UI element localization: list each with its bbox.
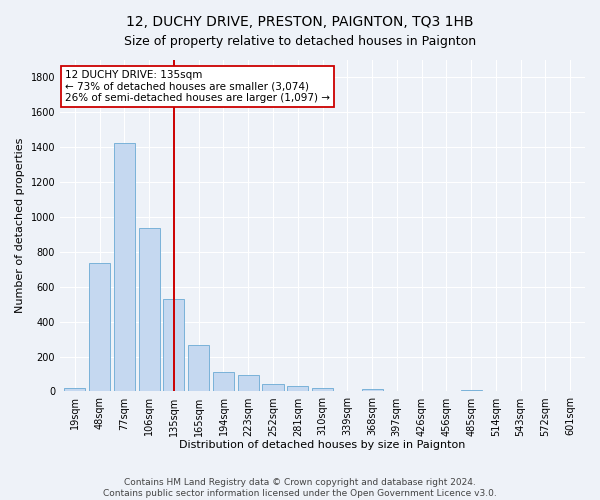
- X-axis label: Distribution of detached houses by size in Paignton: Distribution of detached houses by size …: [179, 440, 466, 450]
- Text: Size of property relative to detached houses in Paignton: Size of property relative to detached ho…: [124, 35, 476, 48]
- Text: 12, DUCHY DRIVE, PRESTON, PAIGNTON, TQ3 1HB: 12, DUCHY DRIVE, PRESTON, PAIGNTON, TQ3 …: [126, 15, 474, 29]
- Bar: [114, 143, 135, 392]
- Text: Contains HM Land Registry data © Crown copyright and database right 2024.
Contai: Contains HM Land Registry data © Crown c…: [103, 478, 497, 498]
- Bar: [163, 299, 184, 392]
- Bar: [287, 386, 308, 392]
- Bar: [213, 372, 234, 392]
- Text: 12 DUCHY DRIVE: 135sqm
← 73% of detached houses are smaller (3,074)
26% of semi-: 12 DUCHY DRIVE: 135sqm ← 73% of detached…: [65, 70, 330, 103]
- Bar: [188, 345, 209, 392]
- Bar: [312, 388, 333, 392]
- Bar: [89, 263, 110, 392]
- Bar: [362, 389, 383, 392]
- Bar: [461, 390, 482, 392]
- Bar: [139, 228, 160, 392]
- Bar: [64, 388, 85, 392]
- Y-axis label: Number of detached properties: Number of detached properties: [15, 138, 25, 314]
- Bar: [238, 375, 259, 392]
- Bar: [262, 384, 284, 392]
